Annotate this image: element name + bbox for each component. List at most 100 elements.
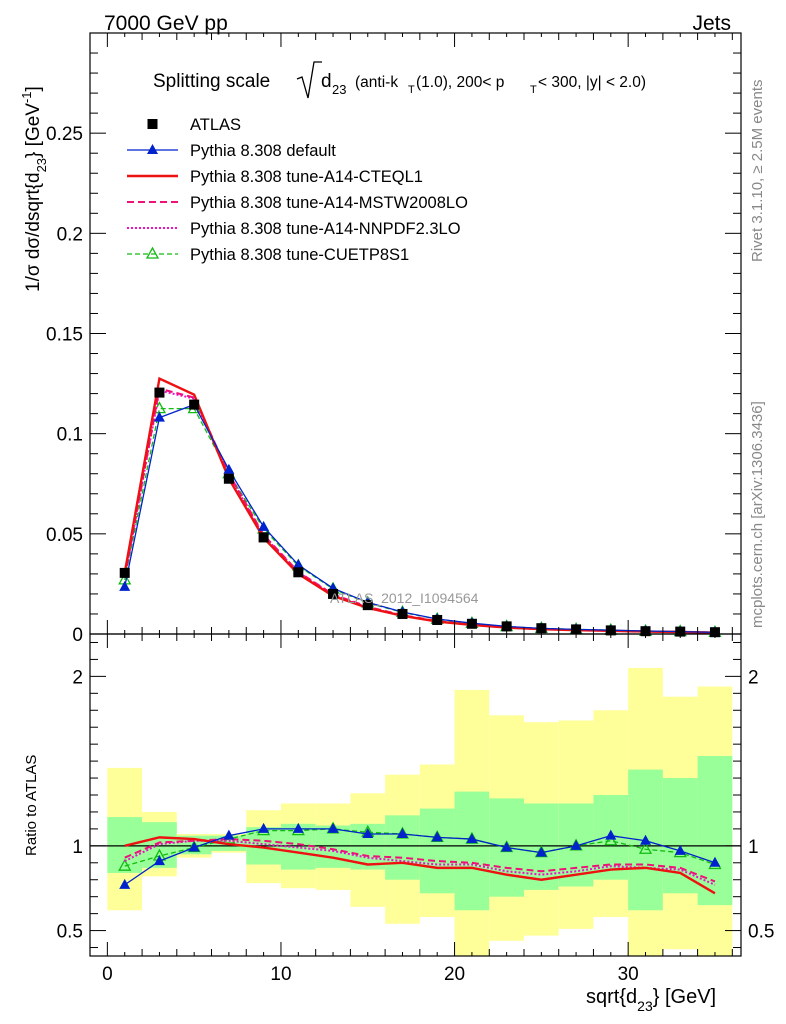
main-point-pythia-8-308-default (223, 463, 235, 474)
y-tick-label-right: 2 (748, 667, 759, 688)
ratio-point-pythia-8-308-default (223, 829, 235, 840)
main-point-atlas (119, 567, 130, 578)
ratio-point-pythia-8-308-default (640, 834, 652, 845)
y-tick-label-right: 0.5 (748, 922, 774, 943)
legend-label-pythia-8-308-tune-a14-cteql1: Pythia 8.308 tune-A14-CTEQL1 (190, 168, 423, 186)
x-label-text: sqrt{d (586, 986, 637, 1008)
main-point-atlas (536, 623, 547, 634)
ratio-point-pythia-8-308-default (327, 822, 339, 833)
title-detail-end: < 300, |y| < 2.0) (538, 74, 646, 91)
y-tick-label: 0.05 (46, 525, 83, 546)
main-point-pythia-8-308-default (153, 411, 165, 422)
legend-marker-pythia-8-308-tune-cuetp8s1 (145, 246, 160, 259)
legend-label-pythia-8-308-tune-a14-nnpdf2-3lo: Pythia 8.308 tune-A14-NNPDF2.3LO (190, 220, 461, 238)
y-label-close: ] (23, 86, 44, 91)
main-point-atlas (571, 624, 582, 635)
ratio-series-group (118, 821, 722, 895)
main-point-pythia-8-308-default (292, 558, 304, 569)
y-axis-label-ratio: Ratio to ATLAS (23, 755, 40, 856)
mcplots-label: mcplots.cern.ch [arXiv:1306.3436] (749, 401, 766, 628)
ratio-point-pythia-8-308-default (119, 878, 131, 889)
main-point-pythia-8-308-default (119, 580, 131, 591)
y-axis-label-main: 1/σ dσ/dsqrt{d23} [GeV-1] (19, 86, 49, 292)
main-point-pythia-8-308-default (258, 520, 270, 531)
title-detail: (anti-k (355, 74, 398, 91)
ratio-point-pythia-8-308-default (431, 831, 443, 842)
y-tick-label: 0.5 (57, 922, 83, 943)
stat-band-bin (419, 808, 455, 894)
rivet-label: Rivet 3.1.10, ≥ 2.5M events (749, 80, 766, 263)
title-prefix: Splitting scale (153, 71, 270, 92)
x-tick-label: 10 (270, 964, 291, 985)
ratio-uncertainty-bands (107, 667, 733, 956)
plot-title: Splitting scale d 23 (anti-k T (1.0), 20… (153, 61, 646, 99)
ratio-point-pythia-8-308-default (153, 855, 165, 866)
main-point-atlas (328, 588, 339, 599)
ratio-point-pythia-8-308-default (535, 846, 547, 857)
ratio-point-pythia-8-308-default (188, 841, 200, 852)
legend-marker-pythia-8-308-default (147, 144, 158, 154)
svg-text:1/σ dσ/dsqrt{d23} [GeV-1]: 1/σ dσ/dsqrt{d23} [GeV-1] (19, 86, 49, 292)
ratio-point-pythia-8-308-default (501, 841, 513, 852)
y-tick-label: 0.1 (57, 425, 83, 446)
main-point-atlas (154, 387, 165, 398)
legend: ATLAS Pythia 8.308 default Pythia 8.308 tu… (127, 116, 468, 264)
ratio-point-pythia-8-308-default (709, 856, 721, 867)
ratio-point-pythia-8-308-tune-cuetp8s1 (638, 841, 653, 854)
main-point-atlas (397, 608, 408, 619)
legend-label-atlas: ATLAS (190, 116, 241, 134)
main-point-atlas (362, 600, 373, 611)
stat-band-bin (385, 815, 420, 880)
ratio-point-pythia-8-308-default (258, 822, 270, 833)
y-tick-label-right: 1 (748, 837, 759, 858)
title-detail-sub2: T (530, 84, 537, 96)
x-tick-label: 0 (102, 964, 113, 985)
x-tick-label: 20 (444, 964, 465, 985)
y-label-text: 1/σ dσ/dsqrt{d (23, 172, 44, 292)
axis-ticks: 0 10 20 30 0 0.05 0.1 0.15 0.2 0.25 0.5 0.5 1 1 2 2 (46, 32, 774, 985)
main-line-pythia-8-308-default (124, 403, 715, 634)
legend-label-pythia-8-308-tune-a14-mstw2008lo: Pythia 8.308 tune-A14-MSTW2008LO (190, 194, 468, 212)
legend-label-pythia-8-308-tune-cuetp8s1: Pythia 8.308 tune-CUETP8S1 (190, 246, 409, 264)
title-detail-sub1: T (408, 84, 415, 96)
main-plot-frame (89, 32, 742, 635)
ratio-point-pythia-8-308-default (396, 827, 408, 838)
ratio-point-pythia-8-308-default (570, 839, 582, 850)
title-radicand: d (321, 71, 332, 92)
ratio-point-pythia-8-308-default (292, 822, 304, 833)
ratio-point-pythia-8-308-tune-cuetp8s1 (118, 858, 132, 871)
main-point-atlas (189, 399, 200, 410)
ratio-point-pythia-8-308-default (605, 829, 617, 840)
ratio-line-pythia-8-308-tune-a14-mstw2008lo (124, 838, 716, 883)
y-label-sup: -1 (19, 91, 34, 103)
x-axis-label: sqrt{d23} [GeV] (586, 986, 716, 1014)
y-tick-label: 0.15 (46, 325, 83, 346)
main-point-atlas (258, 532, 269, 543)
header-right: Jets (692, 12, 731, 35)
ratio-line-pythia-8-308-tune-a14-cteql1 (124, 836, 716, 895)
legend-marker-atlas (147, 119, 158, 129)
watermark: ATLAS_2012_I1094564 (330, 590, 479, 606)
title-detail-mid: (1.0), 200< p (416, 74, 504, 91)
title-radicand-sub: 23 (332, 82, 346, 97)
x-label-end: } [GeV] (653, 986, 716, 1008)
ratio-line-pythia-8-308-default (124, 828, 716, 886)
ratio-line-pythia-8-308-tune-a14-nnpdf2-3lo (124, 839, 716, 886)
y-label-end: } [GeV (23, 103, 44, 158)
main-point-atlas (501, 621, 512, 632)
y-label-sub: 23 (34, 158, 49, 172)
stat-band-bin (454, 791, 490, 911)
ratio-point-pythia-8-308-default (674, 844, 686, 855)
y-tick-label: 0.2 (57, 224, 83, 245)
ratio-point-pythia-8-308-tune-cuetp8s1 (604, 833, 618, 846)
sqrt-symbol (296, 61, 322, 99)
y-tick-label: 2 (72, 667, 83, 688)
main-point-atlas (293, 567, 304, 578)
legend-label-pythia-8-308-default: Pythia 8.308 default (190, 142, 336, 160)
ratio-point-pythia-8-308-default (362, 827, 374, 838)
stat-band-bin (697, 756, 733, 906)
ratio-point-pythia-8-308-default (466, 833, 478, 844)
x-tick-label: 30 (618, 964, 639, 985)
main-point-atlas (466, 618, 477, 629)
